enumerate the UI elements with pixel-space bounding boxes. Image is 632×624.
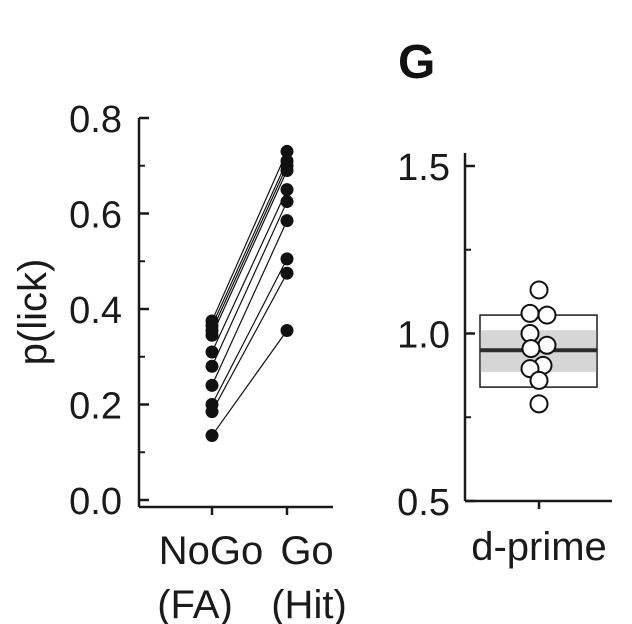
go-point xyxy=(280,323,294,337)
x-label-hit: (Hit) xyxy=(271,583,347,624)
x-label-dprime: d-prime xyxy=(471,525,607,569)
pair-line xyxy=(211,189,288,353)
x-ticks xyxy=(210,507,289,515)
dprime-point xyxy=(529,280,549,300)
x-label-nogo: NoGo xyxy=(159,529,264,573)
pair-line xyxy=(211,220,288,386)
pair-line xyxy=(211,170,288,336)
nogo-point xyxy=(205,328,219,342)
nogo-point xyxy=(205,429,219,443)
nogo-point xyxy=(205,345,219,359)
y-tick-label-dprime: 0.5 xyxy=(397,482,450,524)
y-ticks-dprime: 0.5 1.0 1.5 xyxy=(397,147,475,524)
pair-line xyxy=(211,160,288,326)
y-tick-label: 0.8 xyxy=(69,99,122,141)
nogo-point xyxy=(205,359,219,373)
paired-plot: 0.0 0.2 0.4 0.6 0.8 p(lick) NoGo (FA) Go (Hi… xyxy=(11,99,347,624)
go-point xyxy=(280,252,294,266)
y-tick-label: 0.6 xyxy=(69,195,122,237)
dprime-point xyxy=(537,335,557,355)
y-ticks: 0.0 0.2 0.4 0.6 0.8 xyxy=(69,99,149,523)
go-point xyxy=(280,144,294,158)
dprime-plot: 0.5 1.0 1.5 d-prime xyxy=(397,147,612,569)
go-point xyxy=(280,195,294,209)
panel-label: G xyxy=(398,36,435,89)
x-label-go: Go xyxy=(280,529,333,573)
y-tick-label: 0.2 xyxy=(69,386,122,428)
y-tick-label-dprime: 1.0 xyxy=(397,315,450,357)
pair-line xyxy=(211,201,288,367)
go-point xyxy=(280,214,294,228)
y-axis-label: p(lick) xyxy=(11,259,55,366)
pair-line xyxy=(211,151,288,322)
go-point xyxy=(280,266,294,280)
y-tick-label: 0.4 xyxy=(69,290,122,332)
data-points xyxy=(205,144,294,443)
pair-line xyxy=(211,258,288,405)
dprime-point xyxy=(529,370,549,390)
dprime-point xyxy=(520,303,540,323)
paired-lines xyxy=(211,151,288,436)
go-point xyxy=(280,164,294,178)
y-tick-label-dprime: 1.5 xyxy=(397,147,450,189)
dprime-point xyxy=(537,305,557,325)
dprime-point xyxy=(529,394,549,414)
y-tick-label: 0.0 xyxy=(69,481,122,523)
nogo-point xyxy=(205,405,219,419)
pair-line xyxy=(211,330,288,436)
dprime-point xyxy=(521,339,541,359)
pair-line xyxy=(211,165,288,331)
pair-line xyxy=(211,272,288,412)
x-label-fa: (FA) xyxy=(157,583,233,624)
dprime-points xyxy=(520,280,557,414)
go-point xyxy=(280,183,294,197)
nogo-point xyxy=(205,378,219,392)
